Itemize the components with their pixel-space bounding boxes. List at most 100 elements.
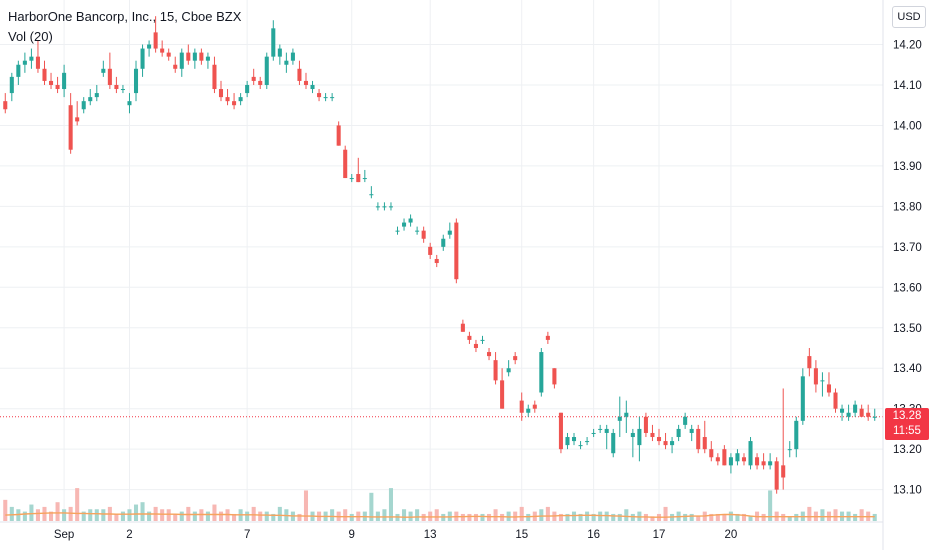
candle [277, 44, 282, 65]
volume-indicator-label[interactable]: Vol (20) [8, 29, 53, 44]
candle [617, 396, 622, 438]
volume-bar [88, 509, 93, 521]
candle [604, 424, 609, 450]
volume-bar [94, 509, 99, 521]
candle [467, 331, 472, 344]
volume-bar [343, 509, 348, 521]
candle-body [290, 52, 295, 61]
candle [591, 428, 596, 438]
candle-body [421, 230, 426, 239]
candle-body [552, 368, 557, 385]
candle-body [735, 453, 740, 462]
candle [702, 420, 707, 454]
candle-body [415, 230, 420, 232]
candle [225, 89, 230, 106]
volume-bar [807, 506, 812, 521]
volume-bar [722, 513, 727, 521]
candle [362, 169, 367, 183]
candle [571, 432, 577, 446]
time-axis[interactable]: Sep 2 7 9 13 15 16 17 20 [54, 529, 737, 541]
candle-body [663, 441, 668, 446]
candle [55, 76, 60, 94]
candle [774, 457, 779, 494]
candle [199, 48, 204, 65]
candle [212, 56, 217, 94]
candle [173, 56, 178, 73]
candle [107, 52, 112, 90]
volume-bar [179, 511, 184, 521]
candle-body [787, 449, 792, 451]
volume-bar [75, 488, 80, 521]
volume-bar [741, 513, 747, 521]
currency-button[interactable]: USD [892, 6, 926, 28]
candle-body [441, 238, 446, 247]
volume-bar [460, 513, 465, 521]
price-tick-label: 13.60 [893, 282, 922, 294]
candle [421, 226, 426, 243]
candle [3, 93, 8, 114]
candle-body [611, 432, 616, 454]
candle [336, 121, 341, 146]
volume-bar [585, 511, 590, 521]
candle-body [539, 352, 544, 393]
volume-bar [205, 511, 210, 521]
candle-body [454, 222, 459, 280]
candle-body [506, 368, 511, 373]
candle [545, 331, 550, 344]
candle-body [205, 56, 210, 61]
candle [238, 93, 243, 106]
candle-body [565, 437, 570, 446]
candle [454, 218, 459, 284]
candle-body [728, 457, 733, 466]
price-tick-label: 13.10 [893, 485, 922, 497]
price-axis[interactable]: 13.1013.2013.3013.4013.5013.6013.7013.80… [893, 40, 922, 497]
candle [179, 48, 184, 77]
candle-body [245, 84, 250, 94]
candle [578, 441, 583, 450]
time-tick-label: 13 [424, 529, 437, 541]
candle-body [741, 457, 747, 462]
volume-bar [539, 509, 544, 521]
candle [565, 432, 570, 450]
candle-body [571, 437, 577, 442]
candle-body [545, 335, 550, 340]
volume-bar [192, 511, 197, 521]
volume-bar [663, 506, 668, 521]
symbol-title[interactable]: HarborOne Bancorp, Inc., 15, Cboe BZX [8, 9, 242, 24]
candle-body [493, 360, 498, 381]
candle-body [467, 335, 472, 340]
candle-body [388, 206, 393, 208]
candle-body [670, 441, 675, 446]
candle [147, 40, 152, 57]
candle-body [676, 428, 681, 438]
candles [3, 16, 877, 494]
volume-bar [768, 490, 773, 521]
candle [670, 437, 675, 454]
volume-bar [271, 513, 276, 521]
volume-bar [277, 506, 282, 521]
candle [330, 93, 335, 102]
volume-ma-line [5, 512, 875, 518]
candle [133, 60, 139, 102]
candle-body [284, 60, 289, 65]
price-tick-label: 14.20 [893, 40, 922, 52]
candle [284, 52, 289, 73]
candle [506, 360, 511, 377]
volume-bar [258, 511, 263, 521]
candle-body [408, 218, 413, 223]
candle-body [75, 117, 80, 122]
candle [317, 89, 322, 102]
candle [75, 101, 80, 126]
time-tick-label: 7 [244, 529, 250, 541]
price-tick-label: 13.90 [893, 161, 922, 173]
candle [205, 52, 210, 69]
candle [833, 388, 838, 413]
candle-body [833, 392, 838, 409]
candle-body [382, 206, 387, 208]
candle [807, 348, 812, 377]
volume-bar [81, 511, 86, 521]
candle-body [192, 52, 197, 61]
candle-body [375, 206, 380, 208]
volume-bar [650, 516, 655, 521]
